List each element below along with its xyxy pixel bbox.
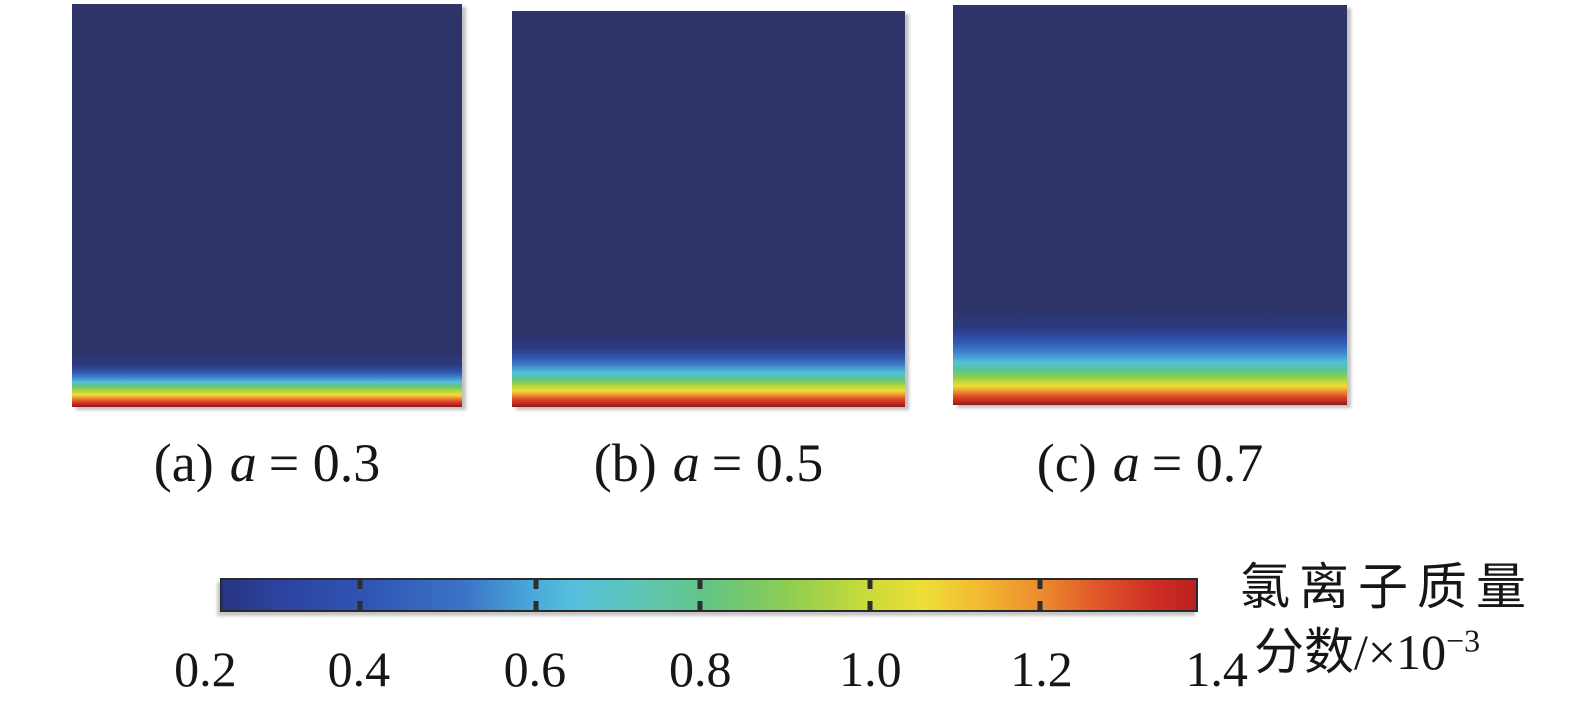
colorbar-tick-label: 1.2 <box>1010 641 1073 697</box>
colorbar-tick-label: 1.0 <box>839 641 902 697</box>
colorbar-title-line2: 分数/×10−3 <box>1254 622 1575 682</box>
colorbar-tick-label: 0.6 <box>503 641 567 697</box>
colorbar-tick-mark <box>1037 601 1043 610</box>
caption-panel-b: (b) a = 0.5 <box>512 430 905 496</box>
colorbar-gradient <box>220 578 1198 612</box>
caption-variable-b: a <box>672 433 700 493</box>
colorbar-tick-mark <box>867 580 873 589</box>
colorbar-tick-labels: 0.2 0.4 0.6 0.8 1.0 1.2 1.4 <box>174 641 1248 699</box>
caption-value-b: = 0.5 <box>711 433 824 493</box>
colorbar-tick-mark <box>697 580 703 589</box>
caption-value-c: = 0.7 <box>1151 433 1264 493</box>
caption-value-a: = 0.3 <box>268 433 381 493</box>
colorbar-tick-label: 0.4 <box>327 641 391 697</box>
colorbar-tick-label: 0.8 <box>668 641 732 697</box>
colorbar-tick-label: 0.2 <box>174 641 237 697</box>
heatmap-panel-b <box>512 11 905 407</box>
colorbar-tick-mark <box>867 601 873 610</box>
colorbar-title-line1: 氯离子质量 <box>1240 559 1535 615</box>
heatmap-panel-c <box>953 5 1347 405</box>
colorbar-tick-mark <box>533 601 539 610</box>
colorbar-title-exponent: −3 <box>1446 622 1481 659</box>
caption-marker-c: (c) <box>1036 433 1097 493</box>
colorbar-tick-mark <box>357 580 363 589</box>
caption-panel-a: (a) a = 0.3 <box>72 430 462 496</box>
colorbar-tick-mark <box>697 601 703 610</box>
colorbar-title-line2-base: 分数/×10 <box>1254 624 1447 680</box>
colorbar-title: 氯离子质量 分数/×10−3 <box>1240 556 1575 682</box>
caption-panel-c: (c) a = 0.7 <box>953 430 1347 496</box>
caption-marker-b: (b) <box>593 433 657 493</box>
caption-marker-a: (a) <box>153 433 214 493</box>
caption-variable-c: a <box>1112 433 1140 493</box>
caption-variable-a: a <box>229 433 257 493</box>
colorbar-tick-mark <box>533 580 539 589</box>
colorbar-tick-mark <box>1037 580 1043 589</box>
colorbar-tick-label: 1.4 <box>1185 641 1248 697</box>
heatmap-panel-a <box>72 4 462 407</box>
colorbar-tick-mark <box>357 601 363 610</box>
